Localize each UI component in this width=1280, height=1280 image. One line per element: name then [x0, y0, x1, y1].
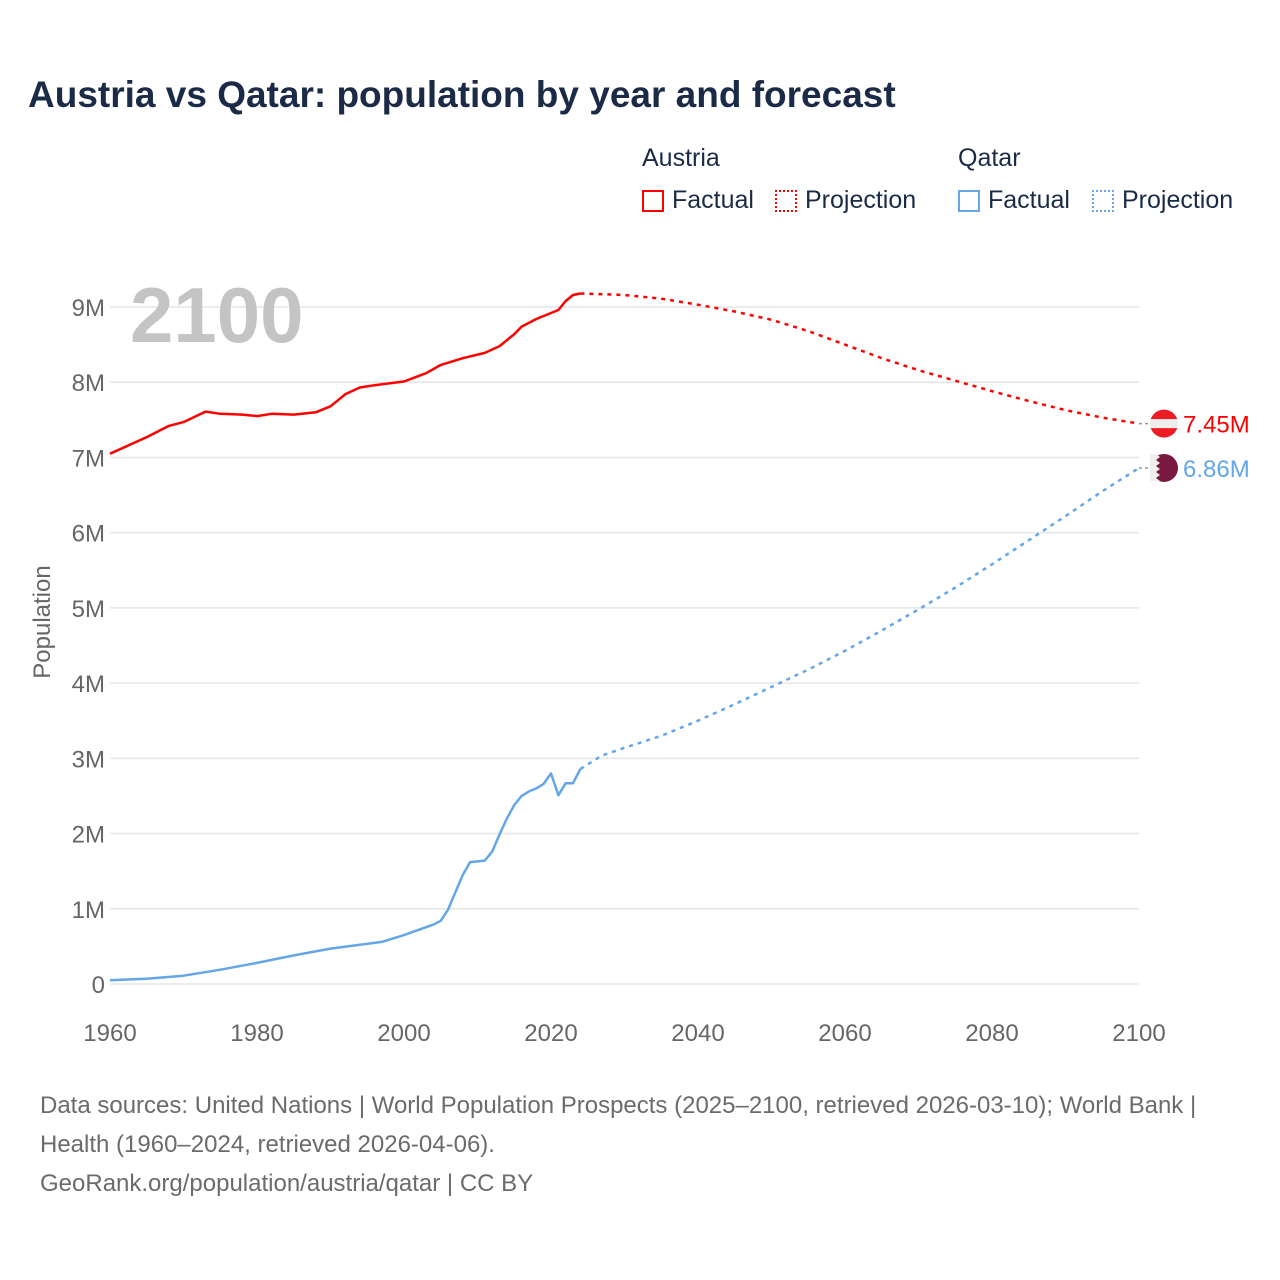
- legend-label: Projection: [1122, 186, 1234, 214]
- y-tick-label: 1M: [72, 897, 105, 924]
- legend-swatch-dotted-icon: [1092, 189, 1114, 212]
- x-tick-label: 2100: [1112, 1020, 1165, 1047]
- legend-label: Factual: [988, 186, 1070, 214]
- legend-austria-projection[interactable]: Projection: [775, 186, 916, 215]
- credit-link[interactable]: GeoRank.org/population/austria/qatar | C…: [40, 1170, 534, 1197]
- y-tick-label: 8M: [72, 370, 105, 397]
- y-tick-label: 0: [92, 972, 105, 999]
- x-tick-label: 2080: [965, 1020, 1018, 1047]
- legend-swatch-solid-icon: [958, 189, 980, 212]
- austria-projection-line: [580, 292, 1140, 425]
- chart-title: Austria vs Qatar: population by year and…: [28, 74, 896, 115]
- y-tick-label: 7M: [72, 445, 105, 472]
- legend-qatar-factual[interactable]: Factual: [958, 186, 1070, 215]
- x-tick-label: 1960: [83, 1020, 136, 1047]
- legend-swatch-dotted-icon: [775, 189, 797, 212]
- footer: Data sources: United Nations | World Pop…: [40, 1086, 1240, 1203]
- legend-label: Factual: [672, 186, 754, 214]
- legend-group-austria: Austria: [642, 144, 720, 172]
- y-tick-label: 6M: [72, 521, 105, 548]
- y-tick-label: 9M: [72, 295, 105, 322]
- y-tick-label: 3M: [72, 746, 105, 773]
- legend-label: Projection: [805, 186, 917, 214]
- austria-flag-stripe: [1150, 419, 1178, 429]
- x-tick-label: 2020: [524, 1020, 577, 1047]
- y-tick-label: 5M: [72, 596, 105, 623]
- legend-swatch-solid-icon: [642, 189, 664, 212]
- legend-qatar-projection[interactable]: Projection: [1092, 186, 1233, 215]
- x-tick-label: 2040: [671, 1020, 724, 1047]
- qatar-projection-line: [579, 466, 1140, 770]
- qatar-factual-line: [109, 768, 582, 982]
- y-axis-label: Population: [29, 565, 56, 678]
- x-tick-label: 2060: [818, 1020, 871, 1047]
- austria-factual-line: [109, 292, 581, 455]
- legend-austria-factual[interactable]: Factual: [642, 186, 754, 215]
- x-tick-label: 2000: [377, 1020, 430, 1047]
- x-tick-label: 1980: [230, 1020, 283, 1047]
- qatar-end-label: 6.86M: [1183, 456, 1250, 483]
- data-sources: Data sources: United Nations | World Pop…: [40, 1092, 1197, 1158]
- y-tick-label: 2M: [72, 822, 105, 849]
- legend-group-qatar: Qatar: [958, 144, 1021, 172]
- qatar-flag-serration: [1150, 453, 1160, 481]
- year-overlay: 2100: [130, 271, 304, 359]
- austria-end-label: 7.45M: [1183, 412, 1250, 439]
- y-tick-label: 4M: [72, 671, 105, 698]
